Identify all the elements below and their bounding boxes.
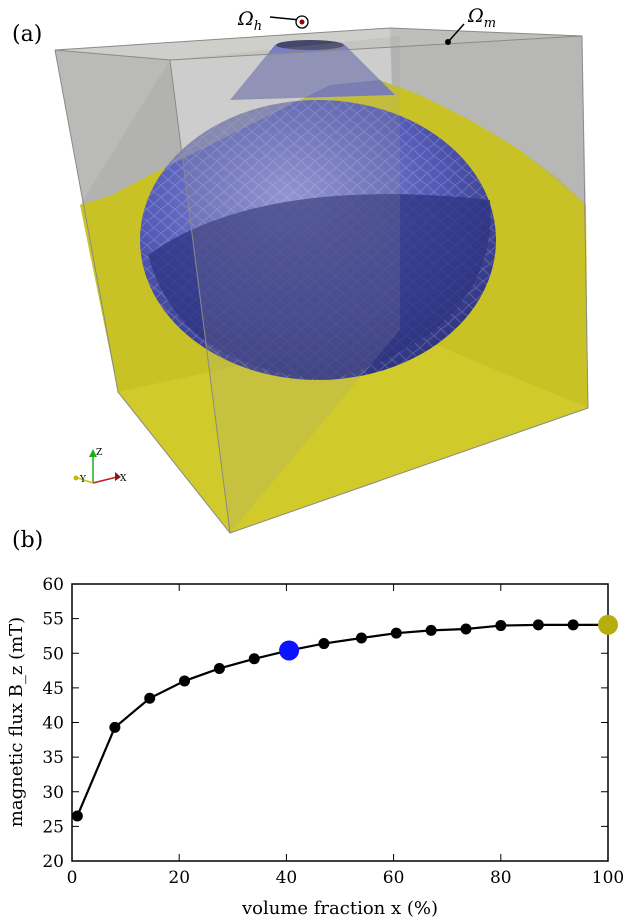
x-tick-label: 20 [168,868,190,888]
y-tick-label: 30 [42,783,64,803]
data-point [425,624,437,636]
data-point [355,632,367,644]
x-tick-label: 60 [383,868,405,888]
axis-y-label: Y [79,475,87,485]
yellow-layer-front [118,330,588,533]
data-point [495,620,507,632]
data-point [179,675,191,687]
x-tick-label: 100 [592,868,624,888]
data-point [71,810,83,822]
data-point [144,692,156,704]
omega-h-label: Ωh [237,8,262,34]
data-point [460,623,472,635]
y-tick-label: 60 [42,575,64,595]
data-point [318,638,330,650]
y-tick-label: 55 [42,610,64,630]
omega-m-marker-dot [445,39,451,45]
sphere-opening [276,40,344,50]
y-axis-label: magnetic flux B_z (mT) [6,617,27,827]
data-point [390,627,402,639]
data-point [109,721,121,733]
simulation-render: Ωh Ωm Z Y X [54,5,589,534]
x-tick-label: 0 [67,868,78,888]
y-tick-label: 25 [42,817,64,837]
data-point [532,619,544,631]
axis-z-label: Z [96,448,102,458]
data-point [567,619,579,631]
x-tick-label: 40 [276,868,298,888]
x-axis-label: volume fraction x (%) [241,898,438,919]
highlight-point [598,614,618,635]
x-tick-label: 80 [490,868,512,888]
omega-m-leader [447,23,465,43]
y-tick-label: 40 [42,714,64,734]
box-front-face [170,36,400,533]
axis-triad: Z Y X [73,448,127,485]
box-edges [54,27,589,534]
panel-a-label: (a) [12,22,43,47]
sphere-dark-half [148,194,491,380]
series-line [76,623,608,817]
sphere-neck [230,41,395,100]
highlight-point [279,640,300,661]
box-gray-overlay [80,36,586,205]
omega-h-marker-dot [299,19,305,25]
axis-x-label: X [120,474,127,484]
data-point [248,653,260,665]
panel-b-label: (b) [12,528,44,553]
y-tick-label: 20 [42,852,64,872]
y-tick-label: 35 [42,748,64,768]
data-series [71,614,618,822]
omega-m-label: Ωm [467,5,496,31]
data-point [213,662,225,674]
y-tick-label: 45 [42,679,64,699]
y-tick-label: 50 [42,644,64,664]
omega-h-leader [269,16,301,21]
